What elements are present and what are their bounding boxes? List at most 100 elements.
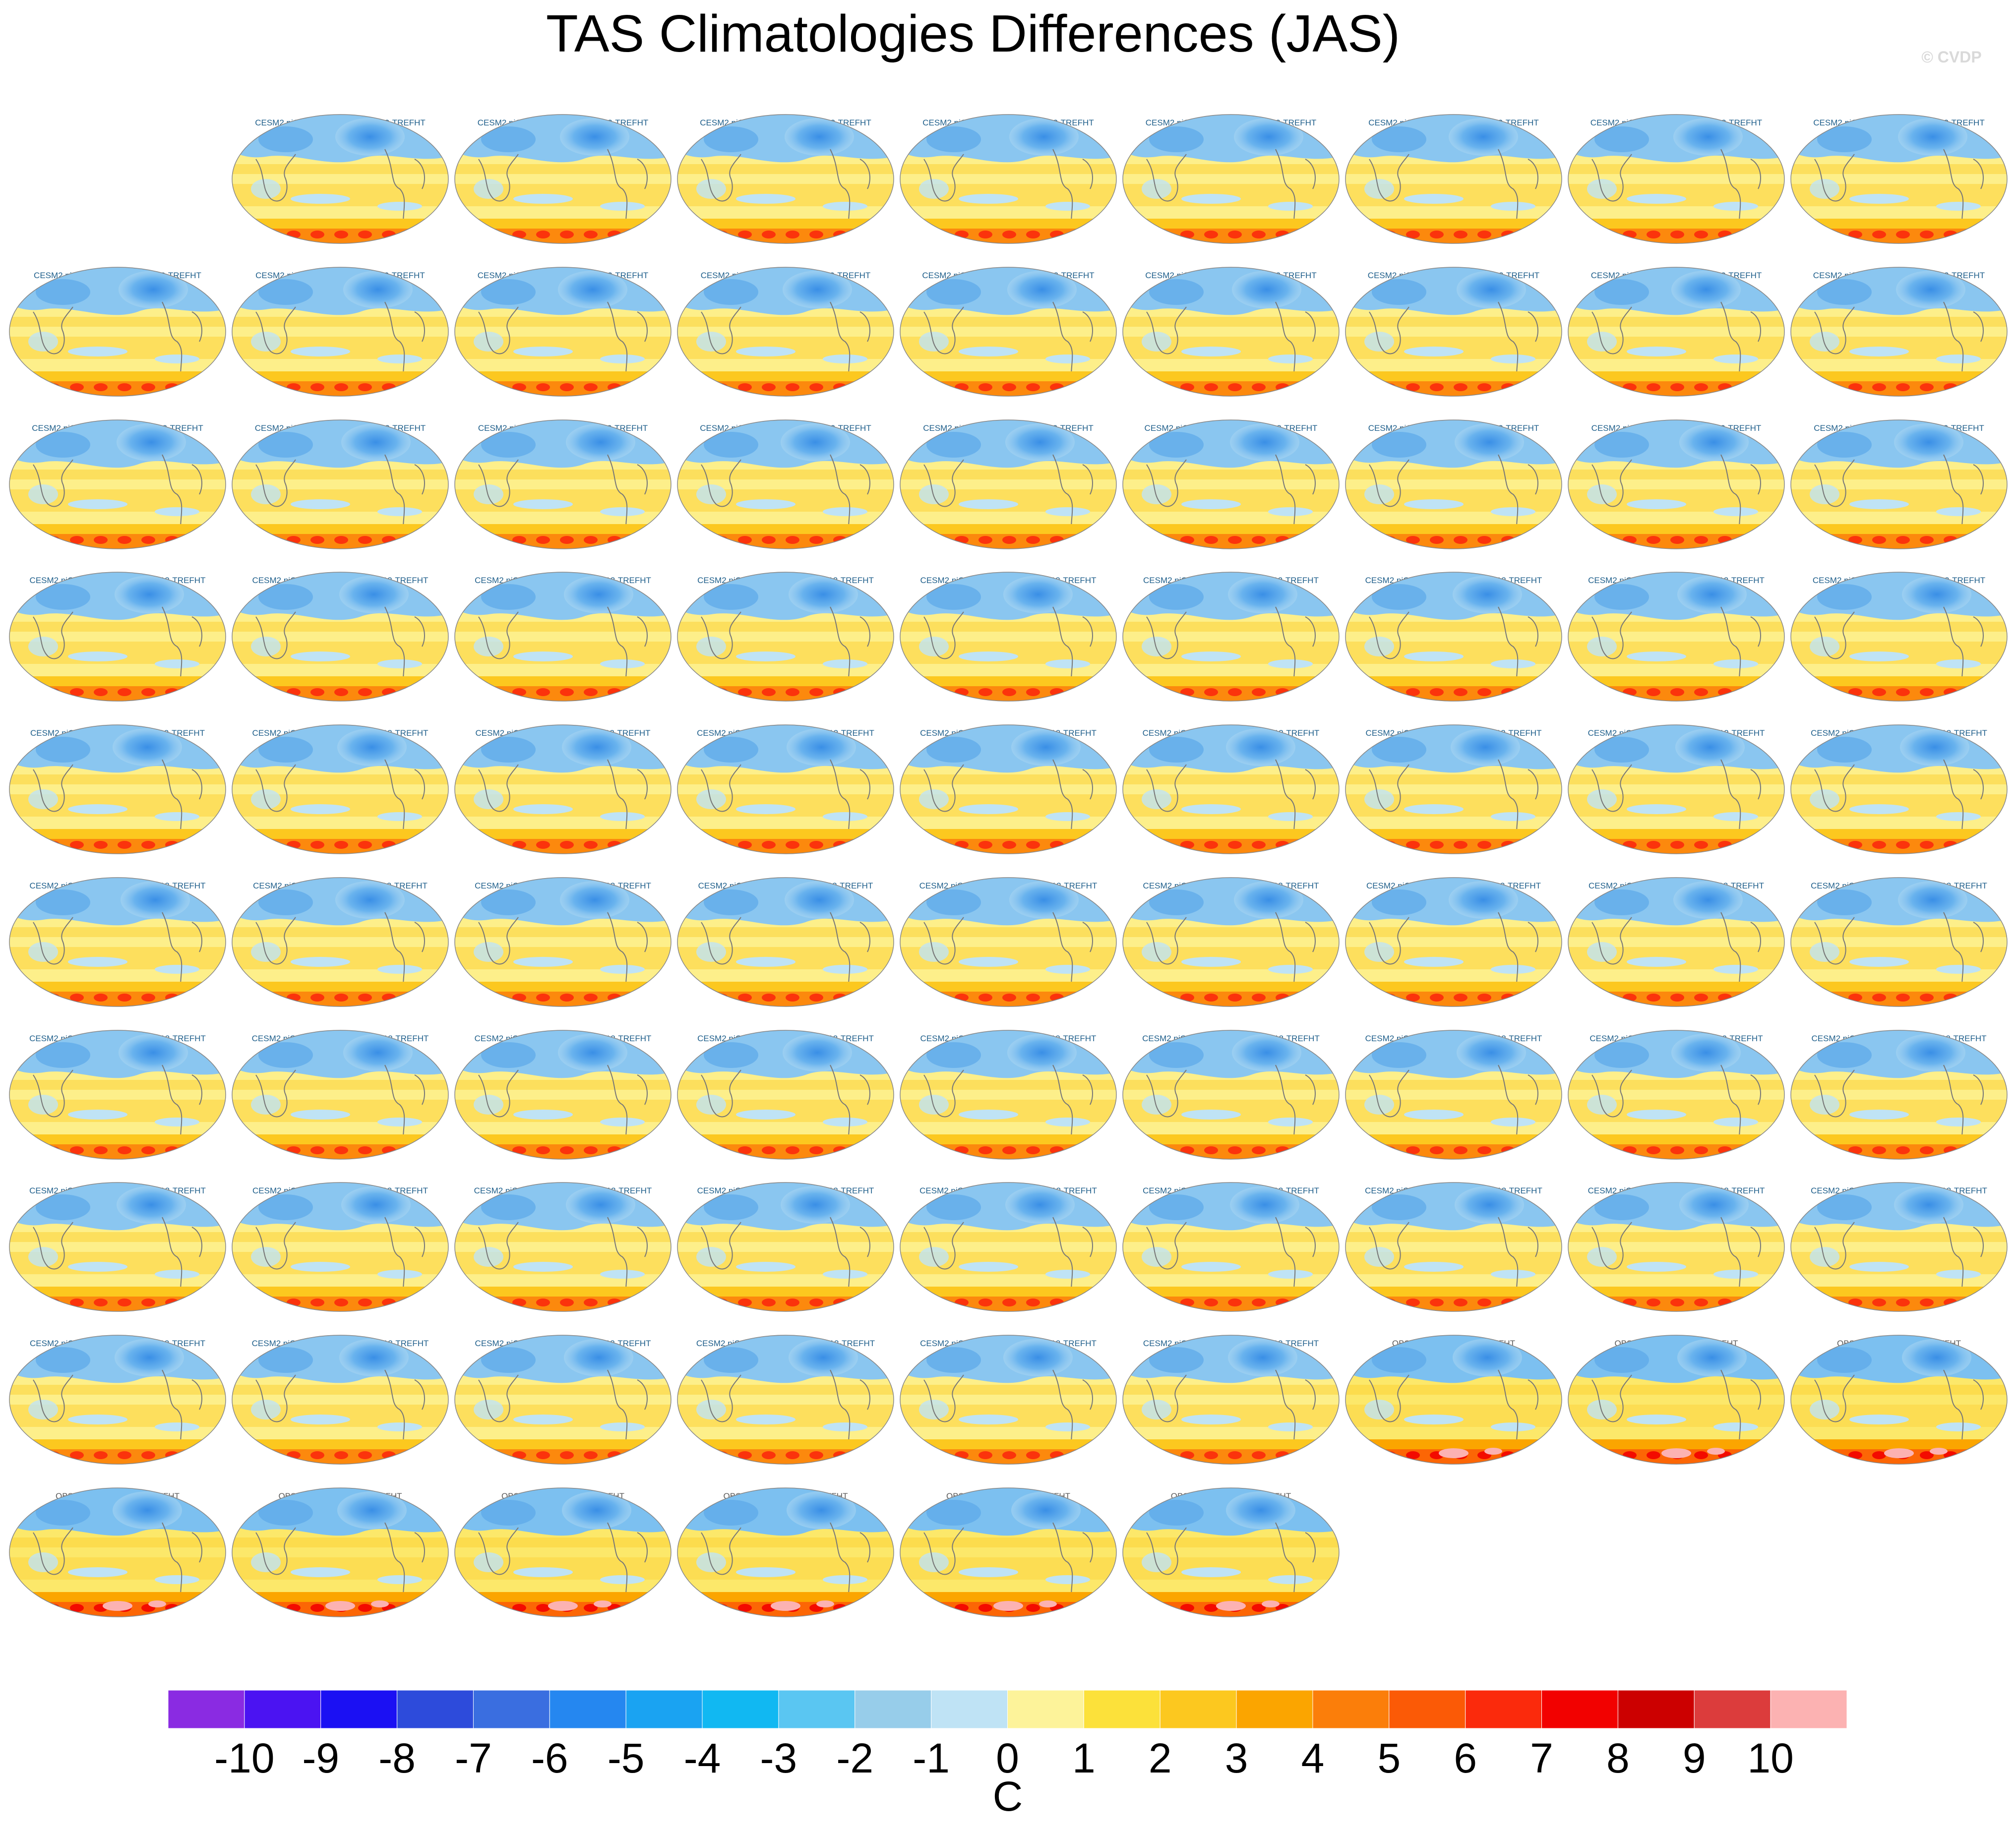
map-panel: OBS D-CESM3dev-112-TREFHT bbox=[9, 1487, 226, 1617]
map-panel: CESM2 piControl AP-CESM3dev-112-TREFHT bbox=[1345, 724, 1562, 854]
colorbar-swatch bbox=[1160, 1690, 1237, 1729]
colorbar-swatch bbox=[1617, 1690, 1695, 1729]
colorbar-swatch bbox=[931, 1690, 1008, 1729]
map-panel: CESM2 piControl BO-CESM3dev-112-TREFHT bbox=[900, 1182, 1117, 1312]
map-panel: CESM2 piControl BE-CESM3dev-112-TREFHT bbox=[677, 1030, 894, 1160]
map-panels: CESM2 piControl A-CESM3dev-112-TREFHTCES… bbox=[9, 114, 2008, 1617]
map-panel: CESM2 piControl AD-CESM3dev-112-TREFHT bbox=[677, 572, 894, 702]
colorbar-swatch bbox=[397, 1690, 474, 1729]
map-panel: CESM2 piControl AF-CESM3dev-112-TREFHT bbox=[1122, 572, 1340, 702]
map-panel: CESM2 piControl BI-CESM3dev-112-TREFHT bbox=[1568, 1030, 1785, 1160]
map-panel: CESM2 piControl O-CESM3dev-112-TREFHT bbox=[1345, 267, 1562, 397]
map-panel: CESM2 piControl A-CESM3dev-112-TREFHT bbox=[232, 114, 449, 244]
colorbar-swatch bbox=[1694, 1690, 1771, 1729]
colorbar-tick-label: -7 bbox=[455, 1735, 492, 1781]
map-panel: CESM2 piControl BD-CESM3dev-112-TREFHT bbox=[454, 1030, 672, 1160]
map-panel: CESM2 piControl AH-CESM3dev-112-TREFHT bbox=[1568, 572, 1785, 702]
colorbar-tick-label: -6 bbox=[531, 1735, 568, 1781]
colorbar-swatch bbox=[1312, 1690, 1390, 1729]
colorbar-swatch bbox=[168, 1690, 245, 1729]
colorbar-swatch bbox=[244, 1690, 321, 1729]
map-panel: CESM2 piControl S-CESM3dev-112-TREFHT bbox=[232, 419, 449, 549]
map-panel: CESM2 piControl AR-CESM3dev-112-TREFHT bbox=[1790, 724, 2008, 854]
cvdp-watermark: © CVDP bbox=[1921, 48, 1981, 66]
map-panel: CESM2 piControl BH-CESM3dev-112-TREFHT bbox=[1345, 1030, 1562, 1160]
map-panel: CESM2 piControl AB-CESM3dev-112-TREFHT bbox=[232, 572, 449, 702]
map-panel: CESM2 piControl AC-CESM3dev-112-TREFHT bbox=[454, 572, 672, 702]
colorbar-swatch bbox=[625, 1690, 703, 1729]
map-panel: CESM2 piControl X-CESM3dev-112-TREFHT bbox=[1345, 419, 1562, 549]
map-panel: CESM2 piControl BC-CESM3dev-112-TREFHT bbox=[232, 1030, 449, 1160]
colorbar-swatch bbox=[778, 1690, 855, 1729]
colorbar-swatch bbox=[473, 1690, 550, 1729]
map-panel: CESM2 piControl BN-CESM3dev-112-TREFHT bbox=[677, 1182, 894, 1312]
map-panel: CESM2 piControl AM-CESM3dev-112-TREFHT bbox=[677, 724, 894, 854]
colorbar-tick-label: 8 bbox=[1606, 1735, 1630, 1781]
map-panel: CESM2 piControl Q-CESM3dev-112-TREFHT bbox=[1790, 267, 2008, 397]
map-panel: CESM2 piControl AK-CESM3dev-112-TREFHT bbox=[232, 724, 449, 854]
map-panel: CESM2 piControl BT-CESM3dev-112-TREFHT bbox=[9, 1335, 226, 1465]
map-panel: CESM2 piControl AY-CESM3dev-112-TREFHT bbox=[1345, 877, 1562, 1007]
colorbar-tick-label: -1 bbox=[913, 1735, 950, 1781]
colorbar-swatch bbox=[702, 1690, 779, 1729]
map-panel: CESM2 piControl BF-CESM3dev-112-TREFHT bbox=[900, 1030, 1117, 1160]
map-panel: OBS A-CESM3dev-112-TREFHT bbox=[1345, 1335, 1562, 1465]
colorbar-tick-label: 0 bbox=[996, 1735, 1019, 1781]
map-panel: CESM2 piControl Z-CESM3dev-112-TREFHT bbox=[1790, 419, 2008, 549]
colorbar-tick-label: -3 bbox=[760, 1735, 797, 1781]
map-panel: CESM2 piControl AE-CESM3dev-112-TREFHT bbox=[900, 572, 1117, 702]
map-panel: CESM2 piControl K-CESM3dev-112-TREFHT bbox=[454, 267, 672, 397]
map-panel: CESM2 piControl U-CESM3dev-112-TREFHT bbox=[677, 419, 894, 549]
map-panel: CESM2 piControl M-CESM3dev-112-TREFHT bbox=[900, 267, 1117, 397]
map-panel: CESM2 piControl BX-CESM3dev-112-TREFHT bbox=[900, 1335, 1117, 1465]
map-panel: CESM2 piControl BS-CESM3dev-112-TREFHT bbox=[1790, 1182, 2008, 1312]
colorbar-swatch bbox=[1083, 1690, 1161, 1729]
map-panel: CESM2 piControl BP-CESM3dev-112-TREFHT bbox=[1122, 1182, 1340, 1312]
colorbar-swatch bbox=[1465, 1690, 1542, 1729]
map-panel: CESM2 piControl AO-CESM3dev-112-TREFHT bbox=[1122, 724, 1340, 854]
colorbar-swatch bbox=[320, 1690, 398, 1729]
colorbar-tick-label: 4 bbox=[1301, 1735, 1325, 1781]
colorbar-tick-label: 1 bbox=[1072, 1735, 1096, 1781]
map-panel: CESM2 piControl AI-CESM3dev-112-TREFHT bbox=[1790, 572, 2008, 702]
map-panel: CESM2 piControl AX-CESM3dev-112-TREFHT bbox=[1122, 877, 1340, 1007]
map-panel: CESM2 piControl AV-CESM3dev-112-TREFHT bbox=[677, 877, 894, 1007]
map-panel: OBS B-CESM3dev-112-TREFHT bbox=[1568, 1335, 1785, 1465]
colorbar-swatch bbox=[1236, 1690, 1313, 1729]
map-panel: CESM2 piControl B-CESM3dev-112-TREFHT bbox=[454, 114, 672, 244]
map-panel: OBS I-CESM3dev-112-TREFHT bbox=[1122, 1487, 1340, 1617]
map-panel: CESM2 piControl AQ-CESM3dev-112-TREFHT bbox=[1568, 724, 1785, 854]
colorbar-tick-label: -5 bbox=[608, 1735, 645, 1781]
map-panel: CESM2 piControl AG-CESM3dev-112-TREFHT bbox=[1345, 572, 1562, 702]
map-panel: CESM2 piControl R-CESM3dev-112-TREFHT bbox=[9, 419, 226, 549]
colorbar-tick-label: -4 bbox=[684, 1735, 721, 1781]
map-panel: CESM2 piControl AT-CESM3dev-112-TREFHT bbox=[232, 877, 449, 1007]
map-panel: OBS H-CESM3dev-112-TREFHT bbox=[900, 1487, 1117, 1617]
map-panel: CESM2 piControl BY-CESM3dev-112-TREFHT bbox=[1122, 1335, 1340, 1465]
map-panel: CESM2 piControl BK-CESM3dev-112-TREFHT bbox=[9, 1182, 226, 1312]
colorbar-tick-label: 5 bbox=[1377, 1735, 1401, 1781]
map-panel: CESM2 piControl P-CESM3dev-112-TREFHT bbox=[1568, 267, 1785, 397]
map-panel: CESM2 piControl J-CESM3dev-112-TREFHT bbox=[232, 267, 449, 397]
map-panel: CESM2 piControl AA-CESM3dev-112-TREFHT bbox=[9, 572, 226, 702]
map-panel: CESM2 piControl BA-CESM3dev-112-TREFHT bbox=[1790, 877, 2008, 1007]
map-panel: CESM2 piControl T-CESM3dev-112-TREFHT bbox=[454, 419, 672, 549]
map-panel: CESM2 piControl N-CESM3dev-112-TREFHT bbox=[1122, 267, 1340, 397]
map-panel: CESM2 piControl G-CESM3dev-112-TREFHT bbox=[1568, 114, 1785, 244]
map-panel: OBS E-CESM3dev-112-TREFHT bbox=[232, 1487, 449, 1617]
colorbar-tick-label: 2 bbox=[1149, 1735, 1172, 1781]
map-panel: CESM2 piControl V-CESM3dev-112-TREFHT bbox=[900, 419, 1117, 549]
map-panel: CESM2 piControl BJ-CESM3dev-112-TREFHT bbox=[1790, 1030, 2008, 1160]
map-panel: CESM2 piControl BQ-CESM3dev-112-TREFHT bbox=[1345, 1182, 1562, 1312]
map-panel: CESM2 piControl Y-CESM3dev-112-TREFHT bbox=[1568, 419, 1785, 549]
colorbar-tick-label: 9 bbox=[1683, 1735, 1706, 1781]
map-panel: CESM2 piControl BV-CESM3dev-112-TREFHT bbox=[454, 1335, 672, 1465]
map-panel: CESM2 piControl BL-CESM3dev-112-TREFHT bbox=[232, 1182, 449, 1312]
map-panel: CESM2 piControl H-CESM3dev-112-TREFHT bbox=[1790, 114, 2008, 244]
map-panel: CESM2 piControl AL-CESM3dev-112-TREFHT bbox=[454, 724, 672, 854]
map-panel: CESM2 piControl AU-CESM3dev-112-TREFHT bbox=[454, 877, 672, 1007]
figure-title: TAS Climatologies Differences (JAS) bbox=[546, 4, 1400, 63]
map-panel: CESM2 piControl AW-CESM3dev-112-TREFHT bbox=[900, 877, 1117, 1007]
colorbar-tick-label: -9 bbox=[302, 1735, 339, 1781]
